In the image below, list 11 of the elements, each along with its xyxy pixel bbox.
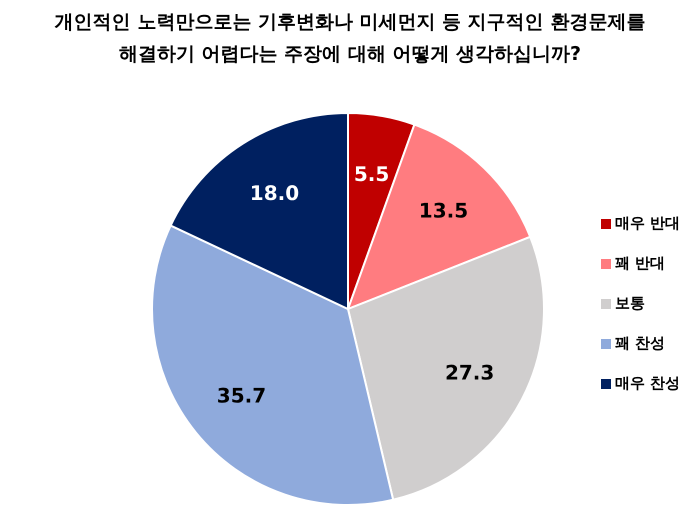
chart-title: 개인적인 노력만으로는 기후변화나 미세먼지 등 지구적인 환경문제를 해결하기 어렵다는 주장에 대해 어떻게 생각하십니까? bbox=[54, 10, 646, 67]
data-label: 27.3 bbox=[444, 360, 494, 384]
data-label: 18.0 bbox=[250, 181, 300, 206]
data-label: 13.5 bbox=[418, 198, 468, 222]
legend-label: 매우 반대 bbox=[614, 214, 680, 232]
legend-label: 꽤 찬성 bbox=[614, 334, 665, 352]
legend-label: 보통 bbox=[614, 294, 645, 312]
data-label: 35.7 bbox=[216, 383, 266, 408]
data-label: 5.5 bbox=[354, 162, 390, 186]
legend-label: 꽤 반대 bbox=[614, 254, 665, 272]
legend-label: 매우 찬성 bbox=[614, 374, 680, 392]
